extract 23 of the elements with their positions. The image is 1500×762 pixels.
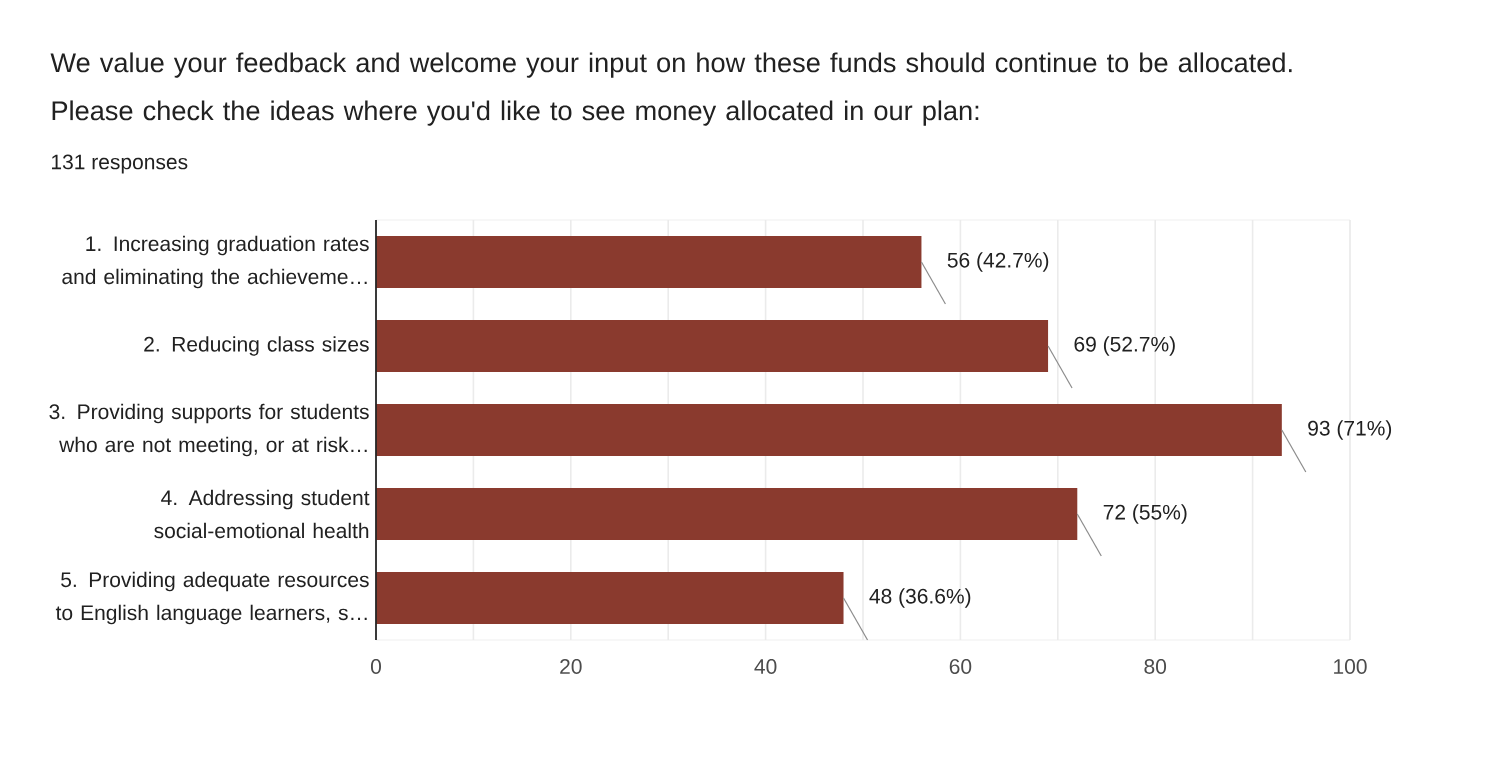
y-tick-label: 4. Addressing student social-emotional health	[154, 489, 370, 539]
bar	[376, 488, 1078, 540]
chart-title: We value your feedback and welcome your input on how these funds should continue to be allocated. Please check the ideas where you'd like to see money allocated in our plan:	[50, 52, 1292, 126]
x-tick-label: 100	[1334, 659, 1367, 674]
bar	[376, 572, 844, 625]
y-tick-label: 2. Reducing class sizes	[144, 336, 369, 356]
y-tick-label: 1. Increasing graduation rates and eliminating the achieveme…	[62, 235, 369, 289]
x-tick-label: 60	[949, 659, 972, 674]
data-label: 69 (52.7%)	[1074, 336, 1175, 356]
data-label: 72 (55%)	[1103, 504, 1187, 524]
y-tick-label: 3. Providing supports for students who are not meeting, or at risk…	[49, 403, 369, 457]
bar	[376, 236, 922, 288]
data-label: 93 (71%)	[1308, 420, 1392, 440]
x-tick-label: 80	[1144, 659, 1167, 674]
x-tick-label: 40	[754, 659, 777, 674]
x-tick-label: 20	[560, 659, 582, 674]
data-label: 56 (42.7%)	[947, 252, 1049, 272]
bar	[376, 404, 1282, 456]
y-tick-label: 5. Providing adequate resources to English language learners, s…	[55, 571, 369, 625]
text: 131 responses	[52, 154, 188, 174]
bar	[376, 320, 1049, 372]
data-label: 48 (36.6%)	[869, 588, 971, 608]
x-tick-label: 0	[370, 659, 382, 674]
